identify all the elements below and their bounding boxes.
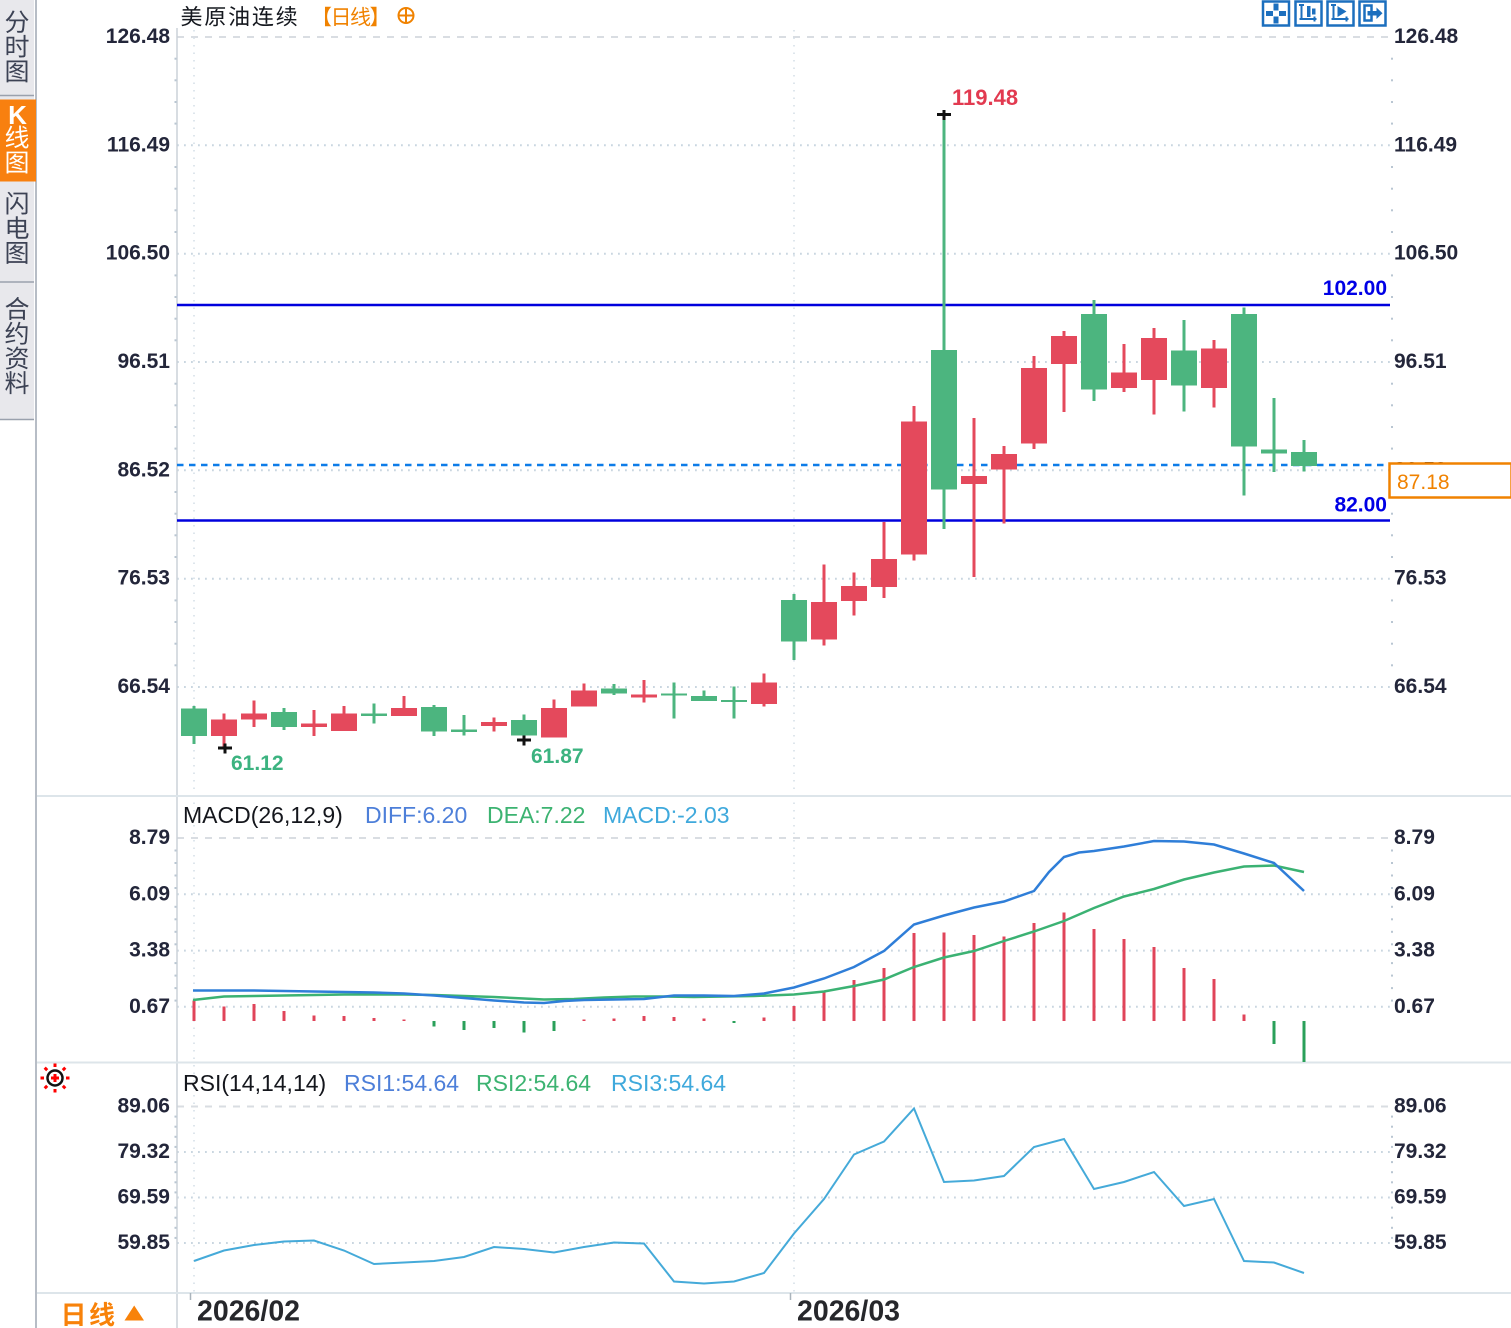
svg-text:RSI(14,14,14): RSI(14,14,14) — [183, 1070, 326, 1096]
svg-text:106.50: 106.50 — [1394, 242, 1458, 265]
svg-text:116.49: 116.49 — [1394, 133, 1457, 156]
svg-text:DEA:7.22: DEA:7.22 — [487, 802, 585, 828]
svg-text:76.53: 76.53 — [1394, 567, 1447, 590]
svg-text:116.49: 116.49 — [107, 133, 170, 156]
svg-text:MACD:-2.03: MACD:-2.03 — [603, 802, 730, 828]
svg-text:59.85: 59.85 — [1394, 1231, 1447, 1254]
svg-text:3.38: 3.38 — [129, 939, 170, 962]
svg-text:DIFF:6.20: DIFF:6.20 — [365, 802, 467, 828]
svg-text:0.67: 0.67 — [1394, 995, 1435, 1018]
svg-text:89.06: 89.06 — [117, 1095, 170, 1118]
svg-text:106.50: 106.50 — [106, 242, 170, 265]
svg-text:K: K — [8, 100, 27, 130]
svg-text:96.51: 96.51 — [1394, 350, 1447, 373]
svg-text:3.38: 3.38 — [1394, 939, 1435, 962]
svg-text:6.09: 6.09 — [1394, 882, 1435, 905]
svg-text:89.06: 89.06 — [1394, 1095, 1447, 1118]
svg-text:59.85: 59.85 — [117, 1231, 170, 1254]
svg-text:66.54: 66.54 — [117, 675, 170, 698]
svg-text:126.48: 126.48 — [106, 25, 171, 48]
svg-text:69.59: 69.59 — [1394, 1186, 1447, 1209]
svg-text:61.12: 61.12 — [231, 752, 284, 775]
svg-text:RSI1:54.64: RSI1:54.64 — [344, 1070, 459, 1096]
svg-text:119.48: 119.48 — [952, 85, 1018, 110]
svg-text:2026/02: 2026/02 — [197, 1296, 300, 1328]
svg-text:RSI2:54.64: RSI2:54.64 — [476, 1070, 591, 1096]
svg-text:69.59: 69.59 — [117, 1186, 170, 1209]
svg-text:2026/03: 2026/03 — [797, 1296, 900, 1328]
svg-text:86.52: 86.52 — [117, 458, 170, 481]
svg-text:8.79: 8.79 — [129, 826, 170, 849]
svg-text:126.48: 126.48 — [1394, 25, 1459, 48]
svg-text:MACD(26,12,9): MACD(26,12,9) — [183, 802, 343, 828]
svg-text:79.32: 79.32 — [117, 1140, 170, 1163]
svg-text:0.67: 0.67 — [129, 995, 170, 1018]
svg-text:87.18: 87.18 — [1397, 471, 1450, 494]
svg-text:RSI3:54.64: RSI3:54.64 — [611, 1070, 726, 1096]
svg-text:102.00: 102.00 — [1323, 277, 1387, 300]
svg-text:66.54: 66.54 — [1394, 675, 1447, 698]
svg-text:96.51: 96.51 — [117, 350, 170, 373]
svg-text:82.00: 82.00 — [1334, 494, 1387, 517]
svg-text:6.09: 6.09 — [129, 882, 170, 905]
svg-text:79.32: 79.32 — [1394, 1140, 1447, 1163]
svg-text:61.87: 61.87 — [531, 745, 584, 768]
svg-text:76.53: 76.53 — [117, 567, 170, 590]
svg-text:8.79: 8.79 — [1394, 826, 1435, 849]
